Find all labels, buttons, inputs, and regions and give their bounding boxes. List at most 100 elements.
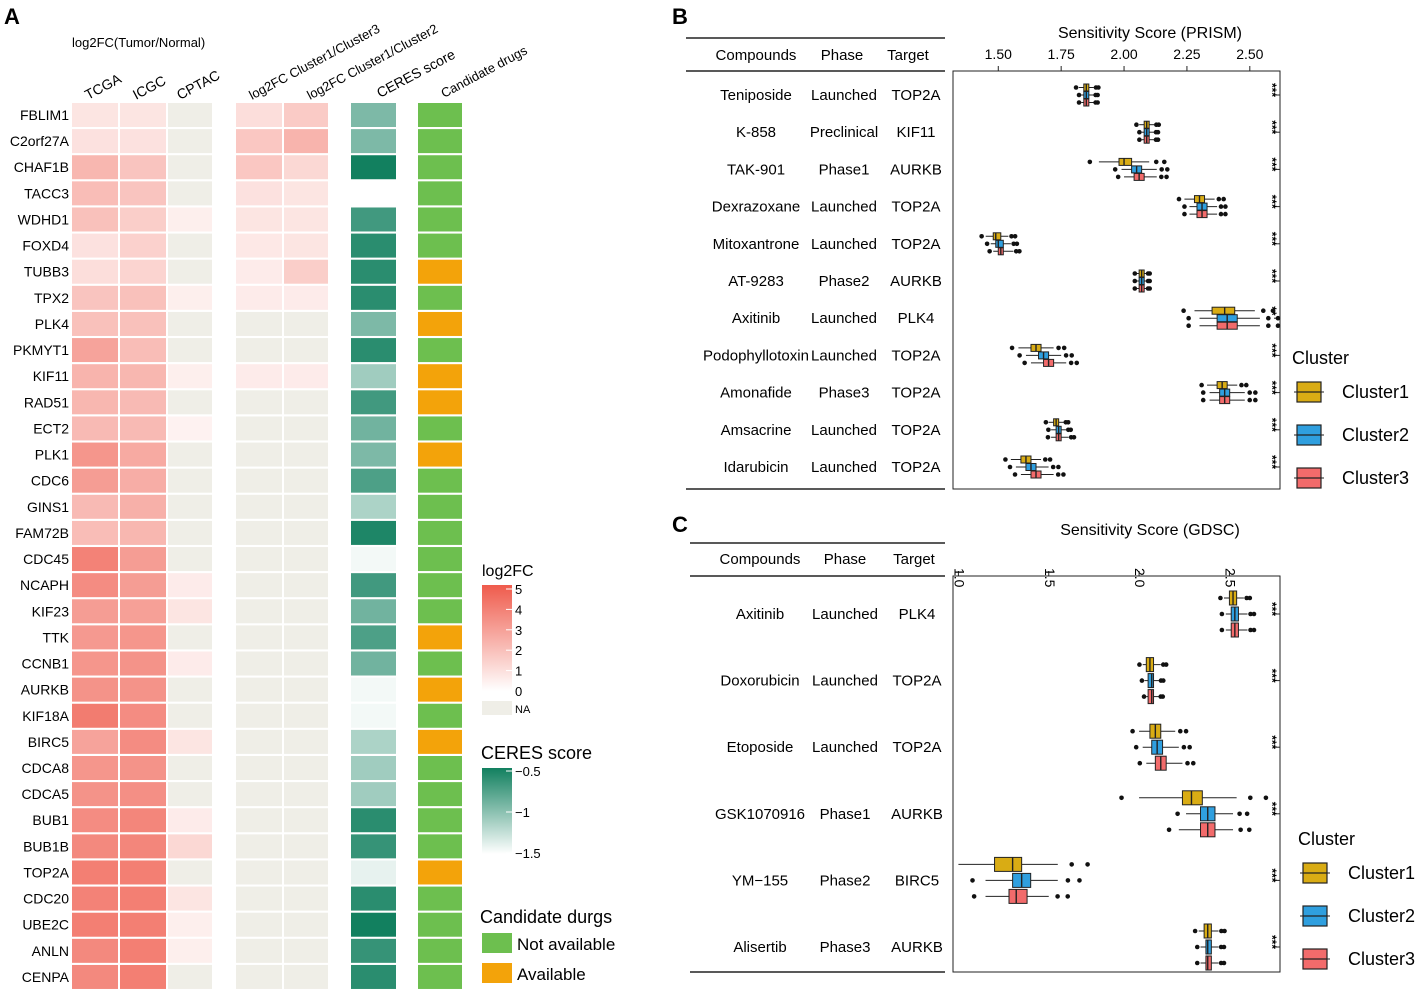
outlier-point <box>1153 159 1159 165</box>
heatmap-cell <box>72 573 118 598</box>
outlier-point <box>1137 760 1143 766</box>
compound-phase: Phase3 <box>819 385 870 402</box>
heatmap-cell <box>120 155 166 180</box>
compound-target: TOP2A <box>892 199 941 216</box>
legend-log2fc-colorbar <box>482 585 512 691</box>
compound-phase: Launched <box>811 236 877 253</box>
heatmap-cell <box>351 834 396 859</box>
heatmap-cell <box>351 547 396 572</box>
heatmap-cell <box>120 259 166 284</box>
heatmap-cell <box>72 547 118 572</box>
legend-drugs-title: Candidate durgs <box>480 907 612 927</box>
heatmap-cell <box>120 233 166 258</box>
gene-label: FAM72B <box>15 525 69 541</box>
outlier-point <box>1155 129 1161 135</box>
heatmap-cell <box>72 782 118 807</box>
heatmap-cell <box>284 259 328 284</box>
outlier-point <box>1115 174 1121 180</box>
compound-target: AURKB <box>890 273 942 290</box>
heatmap-cell <box>284 103 328 127</box>
compound-name: Axitinib <box>732 310 780 327</box>
compound-name: Alisertib <box>733 939 786 956</box>
heatmap-cell <box>284 468 328 493</box>
outlier-point <box>1065 420 1071 425</box>
outlier-point <box>971 894 977 899</box>
gene-label: CHAF1B <box>14 159 69 175</box>
outlier-point <box>1159 174 1164 180</box>
significance-group: *** <box>1265 935 1279 949</box>
compound-target: AURKB <box>891 939 943 956</box>
heatmap-cell <box>351 808 396 833</box>
gene-label: BUB1B <box>23 838 69 854</box>
outlier-point <box>1216 196 1222 202</box>
heatmap-cell <box>72 651 118 676</box>
heatmap-cell <box>120 285 166 310</box>
heatmap-cell <box>168 886 212 911</box>
outlier-point <box>1046 427 1051 433</box>
outlier-point <box>1068 360 1074 366</box>
heatmap-cell <box>168 625 212 650</box>
heatmap-cell <box>120 808 166 833</box>
gene-label: C2orf27A <box>10 133 70 149</box>
gene-label: RAD51 <box>24 394 69 410</box>
outlier-point <box>1132 271 1138 276</box>
heatmap-cell <box>72 311 118 336</box>
legend-cluster-label: Cluster2 <box>1342 425 1409 445</box>
outlier-point <box>1050 464 1056 470</box>
outlier-point <box>1069 862 1074 867</box>
outlier-point <box>1244 595 1249 601</box>
heatmap-cell <box>236 860 282 885</box>
outlier-point <box>1218 211 1224 217</box>
heatmap-cell <box>351 129 396 154</box>
heatmap-cell <box>120 756 166 780</box>
legend-log2fc-ticks: 5 4 3 2 1 0 <box>506 582 522 699</box>
legend-ceres-tick-label: −1.5 <box>515 846 541 861</box>
outlier-point <box>979 234 984 239</box>
legend-cluster-b: Cluster Cluster1 Cluster2 Cluster3 <box>1292 348 1409 489</box>
compound-name: Dexrazoxane <box>712 199 800 216</box>
heatmap-cell <box>418 155 462 180</box>
heatmap-cell <box>351 207 396 232</box>
legend-cluster-label: Cluster1 <box>1348 863 1415 883</box>
significance-group: *** <box>1265 455 1279 469</box>
legend-ceres-ticks: −0.5 −1 −1.5 <box>506 764 541 861</box>
heatmap-cell <box>351 912 396 937</box>
gene-label: CDCA5 <box>22 786 70 802</box>
legend-log2fc-tick-label: 0 <box>515 684 522 699</box>
outlier-point <box>1087 159 1093 165</box>
outlier-point <box>1156 122 1162 127</box>
heatmap-cell <box>168 573 212 598</box>
heatmap-cell <box>418 494 462 519</box>
outlier-point <box>1011 241 1016 247</box>
outlier-point <box>1238 827 1243 833</box>
heatmap-cell <box>351 468 396 493</box>
gene-label: CDCA8 <box>22 760 70 776</box>
heatmap-cell <box>168 259 212 284</box>
outlier-point <box>1219 611 1225 617</box>
heatmap-cell <box>284 886 328 911</box>
outlier-point <box>1009 345 1015 351</box>
gene-label: PKMYT1 <box>13 342 69 358</box>
outlier-point <box>1190 760 1196 766</box>
heatmap-cell <box>236 651 282 676</box>
compound-target: PLK4 <box>899 606 936 623</box>
outlier-point <box>1047 457 1053 462</box>
legend-ceres-title: CERES score <box>481 743 592 763</box>
outlier-point <box>1177 728 1183 734</box>
heatmap-cell <box>418 886 462 911</box>
heatmap-cell <box>351 938 396 963</box>
compound-target: TOP2A <box>892 87 941 104</box>
heatmap-cells <box>72 103 462 989</box>
outlier-point <box>1186 315 1191 321</box>
legend-ceres-colorbar <box>482 768 512 854</box>
heatmap-cell <box>168 364 212 389</box>
outlier-point <box>1163 662 1169 667</box>
heatmap-cell <box>168 494 212 519</box>
outlier-point <box>1061 345 1067 351</box>
x-tick-label-group: 1.5 <box>1042 568 1058 588</box>
outlier-point <box>1137 662 1142 667</box>
heatmap-cell <box>72 207 118 232</box>
heatmap-cell <box>168 756 212 780</box>
significance-marker: *** <box>1265 455 1279 469</box>
box-body <box>1147 689 1155 705</box>
